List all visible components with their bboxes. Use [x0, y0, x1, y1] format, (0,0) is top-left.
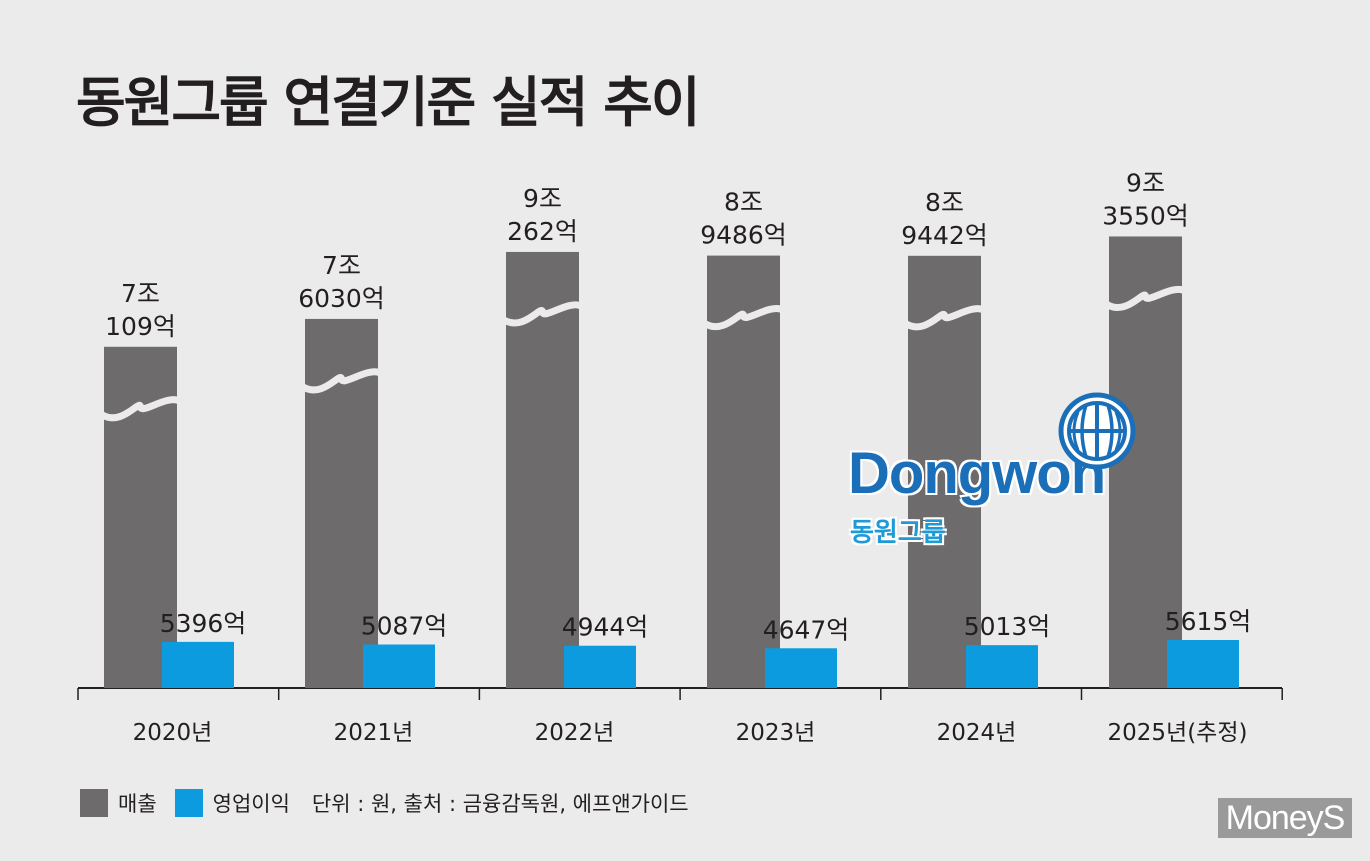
unit-source-note: 단위 : 원, 출처 : 금융감독원, 에프앤가이드	[311, 792, 689, 816]
axis-break-mark	[1105, 285, 1186, 311]
operating-profit-bar	[162, 641, 234, 688]
axis-break-mark	[904, 305, 985, 331]
legend-label-operating-profit: 영업이익	[212, 792, 290, 816]
dongwon-logo: Dongwon 동원그룹	[848, 392, 1148, 552]
operating-profit-bar	[765, 648, 837, 688]
watermark-logo: MoneyS	[1218, 798, 1352, 838]
operating-profit-bar	[363, 644, 435, 688]
legend-label-revenue: 매출	[118, 792, 157, 816]
legend-swatch-operating-profit	[174, 789, 203, 817]
operating-profit-bar	[564, 645, 636, 688]
operating-profit-label: 4647억	[763, 615, 850, 644]
revenue-label-line1: 9조	[1126, 168, 1165, 197]
revenue-label-line1: 7조	[121, 279, 160, 308]
revenue-label-line1: 7조	[322, 251, 361, 280]
globe-icon	[1058, 392, 1136, 470]
legend-item-revenue: 매출	[80, 788, 157, 818]
x-tick-label: 2023년	[736, 720, 816, 746]
legend-item-operating-profit: 영업이익	[174, 788, 290, 818]
operating-profit-label: 4944억	[562, 613, 649, 642]
axis-break-mark	[502, 301, 583, 327]
revenue-label-line2: 9442억	[901, 221, 988, 250]
axis-break-mark	[703, 304, 784, 330]
legend-swatch-revenue	[80, 789, 108, 817]
x-tick-label: 2025년(추정)	[1108, 720, 1248, 746]
logo-name-kr: 동원그룹	[850, 518, 946, 548]
revenue-label-line1: 9조	[523, 184, 562, 213]
x-tick-label: 2022년	[535, 720, 615, 746]
revenue-label-line2: 3550억	[1102, 201, 1189, 230]
axis-break-mark	[301, 368, 382, 394]
logo-name-en: Dongwon	[848, 441, 1106, 506]
operating-profit-label: 5396억	[160, 609, 247, 638]
operating-profit-bar	[1167, 640, 1239, 688]
operating-profit-label: 5615억	[1165, 607, 1252, 636]
legend: 매출 영업이익 단위 : 원, 출처 : 금융감독원, 에프앤가이드	[80, 788, 689, 818]
x-tick-label: 2024년	[937, 720, 1017, 746]
operating-profit-label: 5087억	[361, 612, 448, 641]
axis-break-mark	[100, 396, 181, 422]
x-tick-label: 2021년	[334, 720, 414, 746]
revenue-label-line2: 262억	[507, 217, 578, 246]
revenue-bar	[1109, 236, 1182, 688]
operating-profit-label: 5013억	[964, 612, 1051, 641]
operating-profit-bar	[966, 645, 1038, 688]
revenue-label-line2: 9486억	[700, 221, 787, 250]
revenue-label-line2: 109억	[105, 312, 176, 341]
revenue-label-line1: 8조	[724, 188, 763, 217]
x-tick-label: 2020년	[133, 720, 213, 746]
revenue-label-line2: 6030억	[298, 284, 385, 313]
chart-title: 동원그룹 연결기준 실적 추이	[76, 71, 701, 134]
revenue-label-line1: 8조	[925, 188, 964, 217]
